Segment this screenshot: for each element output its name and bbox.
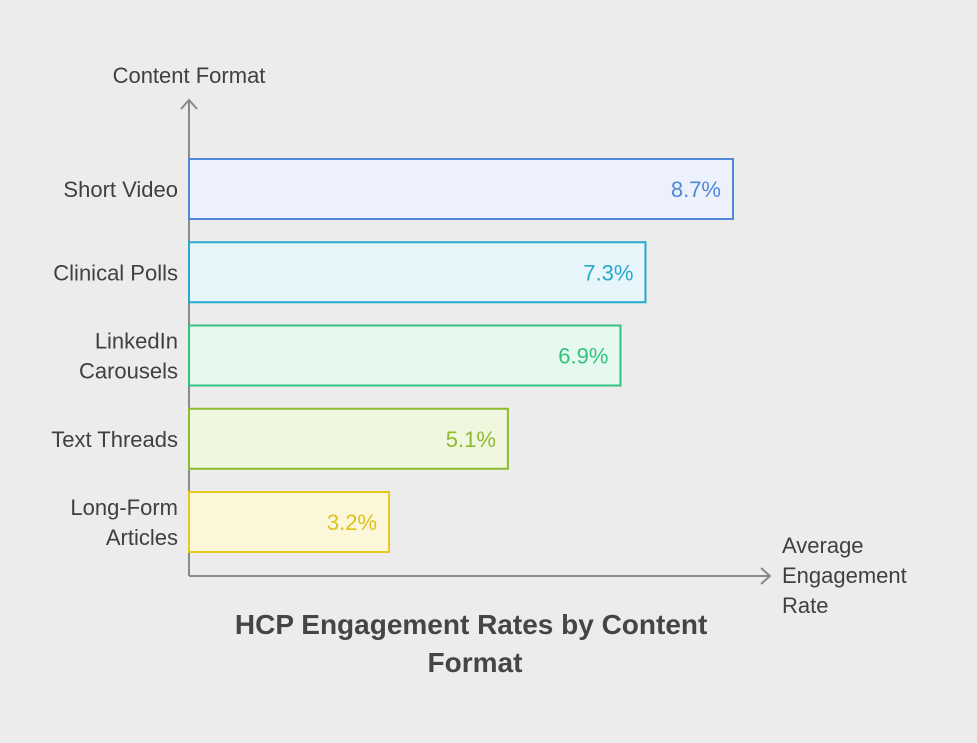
category-label: Long-Form Articles [70, 495, 178, 550]
bar-value-label: 3.2% [327, 510, 377, 535]
bar [188, 491, 391, 553]
y-axis-arrowhead [180, 98, 198, 110]
x-axis-title-line: Engagement [782, 563, 907, 588]
x-axis-title-line: Rate [782, 593, 828, 618]
bar-value-label: 6.9% [558, 344, 608, 369]
category-label: Short Video [63, 177, 178, 202]
chart-title-line: Format [428, 647, 523, 678]
value-labels-group: 8.7% 7.3% 6.9% 5.1% 3.2% [327, 177, 721, 535]
x-axis-title: Average Engagement Rate [782, 533, 913, 618]
category-label-line: LinkedIn [95, 329, 178, 354]
category-label-line: Articles [106, 525, 178, 550]
category-label: LinkedIn Carousels [79, 329, 178, 384]
bar-value-label: 8.7% [671, 177, 721, 202]
x-axis-title-line: Average [782, 533, 864, 558]
category-label-line: Carousels [79, 359, 178, 384]
bar-value-label: 7.3% [583, 260, 633, 285]
x-axis-arrowhead [760, 567, 772, 585]
category-label: Text Threads [51, 427, 178, 452]
bar-value-label: 5.1% [446, 427, 496, 452]
bar [188, 324, 622, 387]
chart-title: HCP Engagement Rates by Content Format [235, 609, 715, 678]
y-axis-title: Content Format [113, 63, 266, 88]
category-label-line: Clinical Polls [53, 260, 178, 285]
category-label-line: Long-Form [70, 495, 178, 520]
bar [188, 241, 647, 304]
category-label-line: Short Video [63, 177, 178, 202]
chart-title-line: HCP Engagement Rates by Content [235, 609, 707, 640]
category-labels-group: Short Video Clinical Polls LinkedIn Carouse… [51, 177, 178, 550]
category-label-line: Text Threads [51, 427, 178, 452]
bars-group [188, 158, 734, 553]
bar [188, 158, 734, 220]
bar [188, 407, 509, 470]
category-label: Clinical Polls [53, 260, 178, 285]
